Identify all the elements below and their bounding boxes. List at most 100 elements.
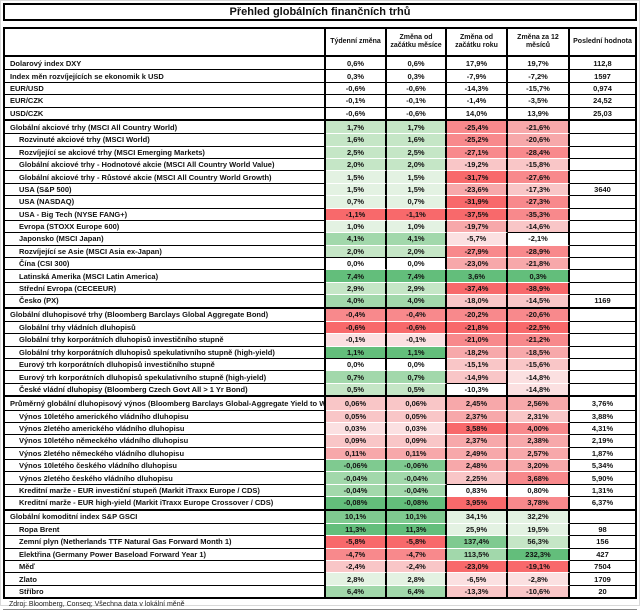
value-cell: -25,2% [447,133,508,146]
value-cell: 2,48% [447,459,508,472]
row-label: Rozvíjející se Asie (MSCI Asia ex-Japan) [5,244,326,257]
value-cell: 0,11% [387,446,447,459]
table-row: Eurový trh korporátních dluhopisů spekul… [5,370,635,383]
value-cell: 2,25% [447,471,508,484]
value-cell: 0,7% [326,370,387,383]
value-cell: 1,87% [570,446,635,459]
value-cell: 0,974 [570,81,635,95]
value-cell [570,333,635,346]
row-label: Měď [5,560,326,573]
value-cell: -15,1% [447,358,508,371]
value-cell: -0,06% [326,459,387,472]
value-cell: 0,7% [387,195,447,208]
value-cell: -7,9% [447,69,508,82]
value-cell: 427 [570,547,635,560]
value-cell: 4,31% [570,421,635,435]
value-cell: 24,52 [570,94,635,107]
value-cell: 1169 [570,294,635,307]
value-cell: 2,19% [570,434,635,447]
value-cell: -0,1% [387,94,447,107]
row-label: Stříbro [5,584,326,598]
value-cell: 2,8% [387,572,447,585]
row-label: EUR/USD [5,81,326,95]
value-cell: 3,68% [508,471,570,484]
table-row: Rozvinuté akciové trhy (MSCI World) 1,6% 1… [5,133,635,146]
value-cell: 0,09% [387,434,447,447]
row-label: České vládní dluhopisy (Bloomberg Czech … [5,382,326,396]
value-cell: 1,1% [387,345,447,358]
value-cell: 0,05% [387,409,447,422]
value-cell: -19,2% [447,158,508,171]
value-cell: -20,6% [508,308,570,321]
value-cell [570,320,635,334]
page-title-text: Přehled globálních finančních trhů [229,6,411,18]
value-cell: 4,1% [387,232,447,245]
value-cell: -0,04% [387,471,447,484]
value-cell: 0,3% [387,69,447,82]
value-cell: -23,0% [447,560,508,573]
value-cell: 25,9% [447,522,508,536]
value-cell: 1,0% [326,219,387,233]
value-cell: -4,7% [326,547,387,560]
value-cell: 0,7% [387,370,447,383]
table-row: USA (NASDAQ) 0,7% 0,7% -31,9% -27,3% [5,195,635,208]
value-cell [570,232,635,245]
value-cell: -28,9% [508,244,570,257]
value-cell [570,207,635,220]
value-cell: -15,8% [508,158,570,171]
header-label-spacer [5,29,326,55]
value-cell: 3,58% [447,421,508,435]
value-cell: -15,6% [508,358,570,371]
row-label: Globální trhy korporátních dluhopisů spe… [5,345,326,358]
value-cell: 2,37% [447,434,508,447]
page-title: Přehled globálních finančních trhů [3,3,637,21]
value-cell: -38,9% [508,281,570,295]
value-cell [570,269,635,282]
table-row: Dolarový index DXY 0,6% 0,6% 17,9% 19,7% 112,… [5,57,635,70]
value-cell: -0,6% [387,81,447,95]
row-label: USA (S&P 500) [5,182,326,196]
table-row: Latinská Amerika (MSCI Latin America) 7,4… [5,269,635,282]
table-row: Čína (CSI 300) 0,0% 0,0% -23,0% -21,8% [5,257,635,270]
table-row: Výnos 2letého amerického vládního dluhop… [5,421,635,435]
table-row: EUR/USD -0,6% -0,6% -14,3% -15,7% 0,974 [5,81,635,95]
value-cell: -28,4% [508,145,570,158]
value-cell: 137,4% [447,535,508,548]
column-header-12m-change: Změna za 12 měsíců [508,29,570,55]
value-cell: 0,83% [447,483,508,497]
value-cell: 1,6% [387,133,447,146]
value-cell: 0,06% [387,397,447,410]
row-label: Výnos 2letého amerického vládního dluhop… [5,421,326,435]
value-cell: -20,2% [447,308,508,321]
value-cell: 7,4% [387,269,447,282]
row-label: USA (NASDAQ) [5,195,326,208]
value-cell: -2,1% [508,232,570,245]
market-table: Týdenní změna Změna od začátku měsíce Zm… [3,27,637,599]
value-cell: 2,0% [326,158,387,171]
value-cell: 156 [570,535,635,548]
value-cell: 5,34% [570,459,635,472]
value-cell: 0,03% [326,421,387,435]
row-label: Globální trhy korporátních dluhopisů inv… [5,333,326,346]
value-cell: 2,9% [326,281,387,295]
table-row: EUR/CZK -0,1% -0,1% -1,4% -3,5% 24,52 [5,94,635,107]
value-cell: -5,8% [387,535,447,548]
value-cell [570,244,635,257]
row-label: Střední Evropa (CECEEUR) [5,281,326,295]
table-row: Globální dluhopisové trhy (Bloomberg Bar… [5,306,635,321]
row-label: EUR/CZK [5,94,326,107]
value-cell: 3,76% [570,397,635,410]
row-label: Čína (CSI 300) [5,257,326,270]
value-cell: 0,3% [508,269,570,282]
row-label: Index měn rozvíjejících se ekonomik k US… [5,69,326,82]
value-cell: -21,8% [508,257,570,270]
value-cell: -18,5% [508,345,570,358]
value-cell: -18,2% [447,345,508,358]
value-cell: -0,08% [326,496,387,509]
table-row: Evropa (STOXX Europe 600) 1,0% 1,0% -19,7% -… [5,219,635,233]
value-cell: 56,3% [508,535,570,548]
value-cell: -1,4% [447,94,508,107]
value-cell: -22,5% [508,320,570,334]
value-cell: -0,4% [326,308,387,321]
value-cell: 2,57% [508,446,570,459]
